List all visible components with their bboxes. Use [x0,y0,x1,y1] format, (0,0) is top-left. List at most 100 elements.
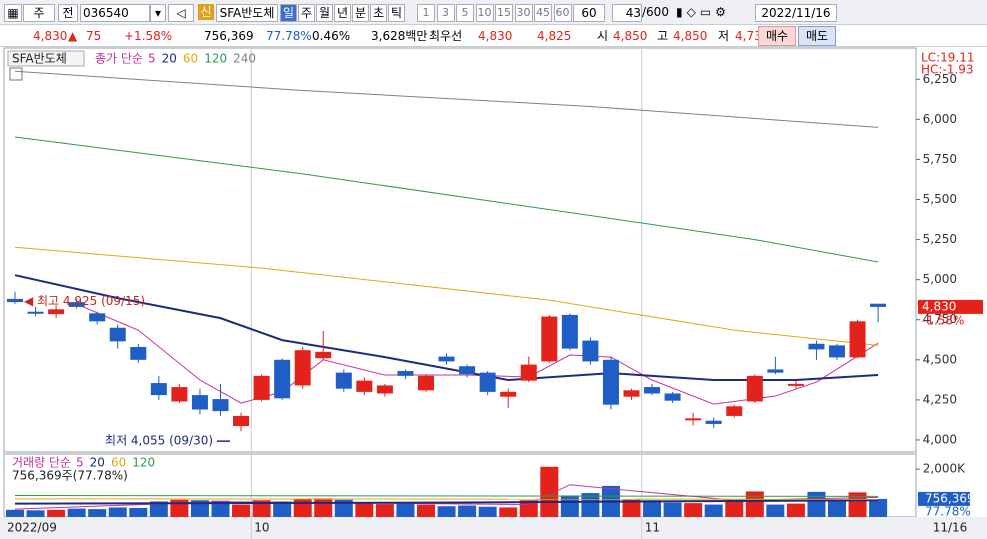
volume-bar [704,504,723,517]
interval-button[interactable]: 15 [495,4,513,22]
legend-box [7,50,85,67]
interval-button[interactable]: 30 [514,4,533,22]
legend-entry: 5 [148,52,156,66]
volume-bar [663,502,682,517]
y-tick-label: 4,250 [923,392,957,406]
time-label: 2022/09 [7,521,57,535]
low-label: 저 [718,29,730,43]
candle-body [746,375,763,402]
change: 75 [86,29,102,43]
candle-body [233,415,250,427]
candle-body [500,391,517,397]
volume-rate: 77.78% [266,29,312,43]
time-label: 11 [645,521,660,535]
amount: 3,628백만 [371,29,428,43]
legend-entry: 60 [183,52,198,66]
volume-bar [786,503,805,517]
ask: 4,830 [478,29,513,43]
date[interactable]: 2022/11/16 [755,4,837,22]
last-price-box [918,299,983,314]
candle-body [582,340,599,362]
candle-body [541,316,558,362]
count[interactable]: 43 [612,4,642,22]
volume: 756,369 [204,29,254,43]
stock-name[interactable]: SFA반도체 [216,4,278,22]
period-button[interactable]: 일 [280,4,297,22]
y-tick-label: 4,500 [923,352,957,366]
volume-bar [190,500,209,517]
interval-select[interactable]: 60 [573,4,605,22]
candle-body [438,356,455,362]
period-button[interactable]: 주 [298,4,315,22]
icon[interactable]: ▦ [4,4,22,22]
y-tick-label: 5,750 [923,152,957,166]
badge: 신 [198,4,214,20]
period-button[interactable]: 틱 [388,4,405,22]
interval-button[interactable]: 3 [436,4,455,22]
open: 4,850 [613,29,648,43]
candle-body [315,351,332,359]
interval-button[interactable]: 45 [534,4,552,22]
candle-body [808,343,825,350]
code-input[interactable]: 036540 [80,4,150,22]
candle-body [397,371,414,376]
candle-body [27,311,44,314]
market[interactable]: 주 [23,4,55,22]
candle-body [7,298,23,303]
candle-body [520,364,537,381]
best-label: 최우선 [429,29,463,43]
candle-body [829,345,845,358]
volume-bar [26,510,45,517]
search[interactable]: ▾ [150,4,166,22]
y-tick-label: 6,250 [923,72,957,86]
interval-button[interactable]: 5 [456,4,474,22]
period-button[interactable]: 년 [334,4,351,22]
volume-bar [581,493,600,517]
high-label: 고 [657,29,669,43]
legend-title: 거래량 단순 [12,456,71,470]
volume-bar [828,499,846,517]
volume-bar [643,500,662,517]
volume-bar [149,501,168,517]
tools[interactable]: ▮◇▭⚙ [676,5,730,19]
volume-bar [67,508,86,517]
annotation: 최고 4,925 (09/15) [37,294,145,308]
change-rate: +1.58% [124,29,173,43]
candle-body [212,399,229,412]
candle-body [418,375,434,391]
volume-bar [334,499,353,517]
legend-entry: 120 [132,456,155,470]
volume-bar [848,492,867,517]
period-button[interactable]: 초 [370,4,387,22]
volume-bar [396,503,415,517]
price: 4,830 [33,29,68,43]
legend-entry: 5 [76,456,84,470]
legend-entry: 60 [111,456,126,470]
volume-info: 756,369주(77.78%) [12,469,128,483]
period-button[interactable]: 분 [352,4,369,22]
volume-bar [437,506,456,517]
candle-body [787,383,804,386]
y-tick-label: 5,000 [923,272,957,286]
interval-button[interactable]: 10 [475,4,494,22]
interval-button[interactable]: 60 [553,4,572,22]
candle-body [274,359,291,399]
candle-body [130,346,147,360]
candle-body [767,369,784,373]
sell-button[interactable]: 매도 [798,26,836,46]
sound[interactable]: ◁ [168,4,194,22]
scale-label: HC:-1.93 [921,63,974,77]
buy-button[interactable]: 매수 [758,26,796,46]
candle-body [89,313,106,322]
candle-body [849,321,866,358]
interval-button[interactable]: 1 [417,4,435,22]
candle-body [253,375,270,400]
volume-bar [273,501,292,517]
mode[interactable]: 전 [58,4,78,22]
last-volume-label: 756,369 [925,491,975,505]
moving-average [14,494,879,497]
period-button[interactable]: 월 [316,4,333,22]
volume-bar [560,495,579,517]
table-icon[interactable] [9,67,23,81]
moving-average [14,499,879,505]
